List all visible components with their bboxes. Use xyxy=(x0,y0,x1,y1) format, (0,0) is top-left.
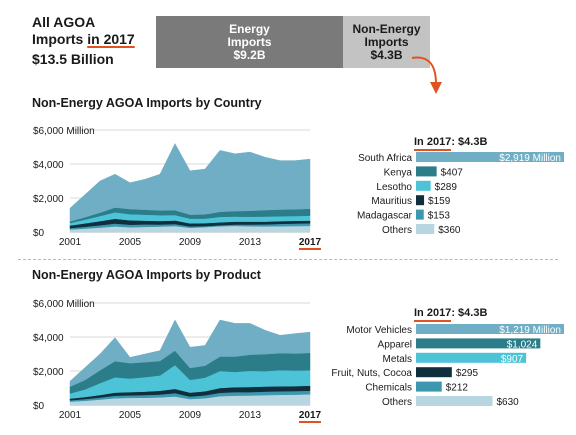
nonenergy-imports-bar: Non-Energy Imports $4.3B xyxy=(343,16,430,68)
country-panel-label-kenya: Kenya xyxy=(384,167,413,178)
country-panel-label-others: Others xyxy=(382,225,412,236)
product-panel-label-apparel: Apparel xyxy=(378,339,412,350)
product-panel-value-chemicals: $212 xyxy=(446,383,469,394)
energy-imports-bar: Energy Imports $9.2B xyxy=(156,16,343,68)
country-panel-value-south-africa: $2,919 Million xyxy=(499,153,561,164)
energy-label-2: Imports xyxy=(227,34,272,49)
country-panel-label-mauritius: Mauritius xyxy=(371,196,412,207)
product-panel-value-apparel: $1,024 xyxy=(507,339,538,350)
country-chart-x-tick-label: 2001 xyxy=(59,237,82,248)
country-panel-bar-south-africa xyxy=(416,152,564,162)
product-panel-bar-chemicals xyxy=(416,381,442,392)
country-panel-bar-madagascar xyxy=(416,209,424,220)
product-chart-x-tick-label: 2013 xyxy=(239,410,262,421)
country-panel-value-mauritius: $159 xyxy=(428,196,451,207)
country-panel-bar-lesotho xyxy=(416,180,431,191)
nonenergy-value: $4.3B xyxy=(370,47,403,62)
nonenergy-label-2: Imports xyxy=(364,34,409,49)
product-chart-x-tick-label: 2001 xyxy=(59,410,82,421)
country-panel-value-lesotho: $289 xyxy=(435,182,458,193)
product-bar-panel: Motor Vehicles $1,219 Million Apparel $1,02… xyxy=(331,324,564,408)
product-panel-bar-others xyxy=(416,396,493,406)
country-panel-bar-kenya xyxy=(416,166,437,177)
product-panel-value-others: $630 xyxy=(496,397,519,408)
product-panel-value-fruit-nuts-cocoa: $295 xyxy=(456,368,479,379)
country-panel-value-kenya: $407 xyxy=(441,167,464,178)
country-panel-label-madagascar: Madagascar xyxy=(357,211,413,222)
product-panel-label-chemicals: Chemicals xyxy=(365,383,412,394)
country-chart-x-tick-label: 2013 xyxy=(239,237,262,248)
country-panel-value: : $4.3B xyxy=(451,136,488,148)
product-panel-bar-apparel xyxy=(416,338,541,349)
product-panel-bar-motor-vehicles xyxy=(416,324,564,334)
country-panel-label-lesotho: Lesotho xyxy=(376,182,412,193)
product-chart-x-tick-label: 2005 xyxy=(119,410,142,421)
product-chart-area-motor-vehicles xyxy=(69,319,311,388)
country-chart-y-tick-label: $6,000 Million xyxy=(33,126,95,137)
header-title: All AGOA Imports in 2017 xyxy=(32,14,152,48)
product-panel-value-motor-vehicles: $1,219 Million xyxy=(499,325,561,336)
energy-label-1: Energy xyxy=(229,21,270,36)
product-panel-label-others: Others xyxy=(382,397,412,408)
header-title-year: in 2017 xyxy=(87,31,135,47)
product-chart-x-tick-label: 2017 xyxy=(299,410,322,421)
product-panel-label-motor-vehicles: Motor Vehicles xyxy=(346,325,412,336)
country-chart-area-south-africa xyxy=(69,143,311,222)
country-panel-bar-others xyxy=(416,224,435,234)
country-panel-title: In 2017: $4.3B xyxy=(414,136,488,151)
product-panel-title: In 2017: $4.3B xyxy=(414,307,488,322)
product-chart-y-tick-label: $0 xyxy=(33,401,45,412)
country-panel-value-others: $360 xyxy=(438,225,461,236)
country-section-title: Non-Energy AGOA Imports by Country xyxy=(32,96,262,110)
country-panel-value-madagascar: $153 xyxy=(428,211,451,222)
header-title-line1: All AGOA xyxy=(32,14,96,30)
product-chart-x-tick-label: 2009 xyxy=(179,410,202,421)
country-area-chart: $0 $2,000 $4,000 $6,000 Million 2001 2005 2009… xyxy=(33,126,322,250)
country-panel-year: In 2017 xyxy=(414,136,452,151)
country-chart-x-tick-label: 2017 xyxy=(299,237,322,248)
header-title-prefix: Imports xyxy=(32,31,88,47)
product-panel-year: In 2017 xyxy=(414,307,452,322)
connector-arrow xyxy=(411,56,442,94)
product-panel-label-metals: Metals xyxy=(383,354,412,365)
header-total: $13.5 Billion xyxy=(32,51,114,67)
energy-value: $9.2B xyxy=(233,47,266,62)
product-panel-bar-fruit-nuts-cocoa xyxy=(416,367,452,378)
product-chart-y-tick-label: $4,000 xyxy=(33,333,64,344)
country-chart-x-tick-label: 2009 xyxy=(179,237,202,248)
section-divider xyxy=(18,259,558,260)
product-panel-bar-metals xyxy=(416,352,527,363)
country-chart-y-tick-label: $4,000 xyxy=(33,160,64,171)
country-bar-panel: South Africa $2,919 Million Kenya $407 Lesot… xyxy=(357,152,564,236)
product-section-title: Non-Energy AGOA Imports by Product xyxy=(32,268,261,282)
product-chart-y-tick-label: $2,000 xyxy=(33,367,64,378)
country-panel-label-south-africa: South Africa xyxy=(358,153,412,164)
country-chart-y-tick-label: $2,000 xyxy=(33,194,64,205)
product-panel-value-metals: $907 xyxy=(501,354,524,365)
header-title-line2: Imports in 2017 xyxy=(32,31,152,48)
country-chart-x-tick-label: 2005 xyxy=(119,237,142,248)
country-panel-bar-mauritius xyxy=(416,195,425,206)
nonenergy-label-1: Non-Energy xyxy=(352,21,421,36)
country-chart-y-tick-label: $0 xyxy=(33,228,45,239)
product-panel-value: : $4.3B xyxy=(451,307,488,319)
product-area-chart: $0 $2,000 $4,000 $6,000 Million 2001 2005 2009… xyxy=(33,299,322,423)
product-chart-y-tick-label: $6,000 Million xyxy=(33,299,95,310)
product-panel-label-fruit-nuts-cocoa: Fruit, Nuts, Cocoa xyxy=(331,368,412,379)
